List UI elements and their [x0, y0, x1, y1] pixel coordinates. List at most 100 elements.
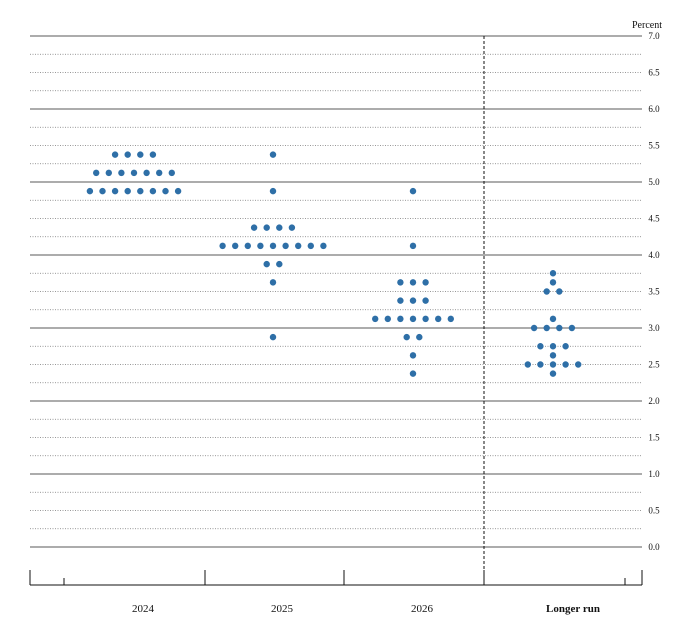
dot — [372, 315, 379, 323]
y-tick-label: 2.5 — [648, 360, 660, 370]
dot — [263, 224, 270, 231]
dot — [549, 279, 557, 286]
dot — [149, 187, 157, 195]
dot — [149, 151, 157, 158]
y-tick-label: 5.5 — [648, 141, 660, 151]
dot — [409, 297, 417, 304]
dot — [568, 324, 576, 332]
dot — [447, 315, 454, 323]
dot — [549, 270, 557, 277]
y-tick-label: 6.0 — [648, 104, 660, 114]
dot — [111, 187, 119, 195]
y-tick-label: 0.0 — [648, 542, 660, 552]
y-tick-label: 3.5 — [648, 287, 660, 297]
dot — [118, 169, 125, 177]
dot — [257, 242, 264, 250]
dot — [397, 315, 404, 323]
dot — [174, 187, 182, 195]
dot — [397, 297, 404, 304]
y-tick-label: 7.0 — [648, 31, 660, 41]
dot — [543, 288, 550, 295]
x-axis — [29, 570, 643, 586]
dot — [537, 343, 544, 350]
dot — [86, 187, 94, 195]
category-label-2025: 2025 — [271, 603, 294, 615]
dot — [422, 279, 429, 286]
dots — [86, 151, 582, 377]
dot — [269, 187, 277, 195]
dot — [288, 224, 296, 231]
dot — [530, 324, 538, 332]
dot — [397, 279, 404, 286]
dot — [269, 333, 277, 341]
dot — [269, 151, 277, 158]
dot — [549, 352, 557, 359]
y-tick-label: 5.0 — [648, 177, 660, 187]
dot — [549, 361, 557, 368]
dot — [244, 242, 251, 250]
y-tick-label: 3.0 — [648, 323, 660, 333]
dot — [99, 187, 106, 195]
y-axis-unit-label: Percent — [632, 20, 662, 31]
dot — [307, 242, 314, 250]
dot — [384, 315, 391, 323]
dot — [409, 187, 417, 195]
dot — [130, 169, 138, 177]
dot — [556, 288, 563, 295]
dot — [416, 333, 423, 341]
category-label-longer-run: Longer run — [546, 603, 600, 615]
dot — [295, 242, 302, 250]
dot — [269, 279, 277, 286]
gridlines — [30, 35, 642, 548]
dot — [409, 242, 417, 250]
dot — [524, 361, 531, 368]
dot — [549, 315, 557, 323]
dot — [537, 361, 544, 368]
y-tick-label: 6.5 — [648, 68, 660, 78]
dot — [156, 169, 163, 177]
dot — [320, 242, 327, 250]
y-tick-label: 1.5 — [648, 433, 660, 443]
dot — [263, 260, 270, 268]
dot — [562, 361, 569, 368]
dot — [409, 315, 417, 323]
dot — [143, 169, 150, 177]
dot — [124, 151, 131, 158]
y-tick-label: 1.0 — [648, 469, 660, 479]
category-label-2024: 2024 — [132, 603, 155, 615]
dot — [124, 187, 131, 195]
dot — [562, 343, 569, 350]
dot — [276, 224, 283, 231]
dot — [543, 324, 550, 332]
dot — [250, 224, 258, 231]
dot — [575, 361, 582, 368]
dot — [409, 370, 417, 377]
dot — [137, 187, 144, 195]
y-tick-label: 4.5 — [648, 214, 660, 224]
dot — [269, 242, 277, 250]
y-tick-label: 0.5 — [648, 506, 660, 516]
dot — [549, 370, 557, 377]
dot — [435, 315, 442, 323]
dot — [232, 242, 239, 250]
dot — [93, 169, 100, 177]
dot — [422, 297, 429, 304]
dot — [409, 279, 417, 286]
dot — [276, 260, 283, 268]
dot — [137, 151, 144, 158]
y-tick-label: 2.0 — [648, 396, 660, 406]
dot — [105, 169, 113, 177]
dot — [409, 352, 417, 359]
dot — [111, 151, 119, 158]
dot — [556, 324, 563, 332]
dot — [282, 242, 289, 250]
dot — [162, 187, 169, 195]
category-label-2026: 2026 — [411, 603, 434, 615]
dot — [219, 242, 226, 250]
dot — [549, 343, 557, 350]
dot — [403, 333, 410, 341]
y-tick-label: 4.0 — [648, 250, 660, 260]
dot — [168, 169, 175, 177]
dot — [422, 315, 429, 323]
